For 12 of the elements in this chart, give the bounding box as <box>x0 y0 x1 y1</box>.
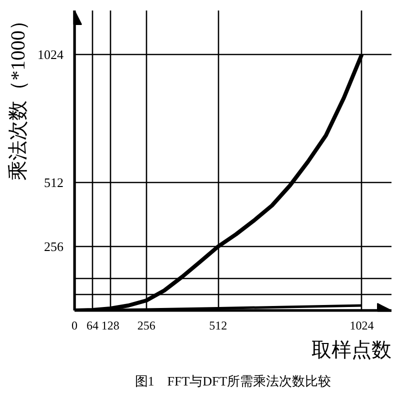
x-tick-label: 64 <box>86 318 98 332</box>
x-tick-label: 0 <box>72 318 78 332</box>
y-axis-title: 乘法次数（*1000） <box>8 10 30 180</box>
y-tick-label: 512 <box>44 175 64 190</box>
x-tick-label: 1024 <box>350 318 374 332</box>
x-tick-label: 512 <box>209 318 228 332</box>
text: 图1 FFT与DFT所需乘法次数比较 <box>134 374 332 388</box>
x-axis-title: 取样点数 <box>312 340 392 362</box>
y-tick-label: 1024 <box>38 47 64 62</box>
x-tick-label: 256 <box>137 318 156 332</box>
y-tick-label: 256 <box>44 239 64 254</box>
x-tick-label: 128 <box>101 318 120 332</box>
